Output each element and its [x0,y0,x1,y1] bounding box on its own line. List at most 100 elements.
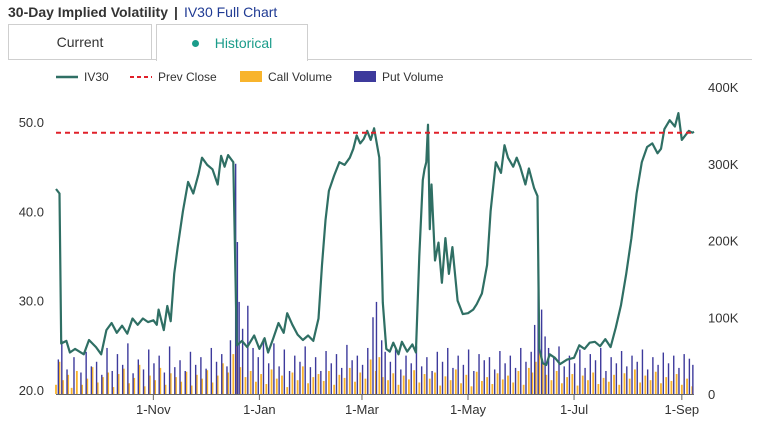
call-volume-bar [143,386,146,394]
put-volume-bar [615,363,618,394]
call-volume-bar [397,384,400,394]
put-volume-bar [631,355,633,394]
put-volume-bar [57,359,60,394]
active-dot-icon [191,39,199,47]
put-volume-bar [600,347,602,394]
put-volume-bar [132,373,134,394]
call-volume-bar [260,374,263,394]
call-volume-bar [255,381,257,394]
put-volume-bar [636,361,638,394]
call-volume-bar [460,383,462,394]
legend-swatch-call-volume [240,71,262,82]
call-volume-bar [81,384,83,394]
put-volume-bar [394,349,397,394]
put-volume-bar [294,355,296,394]
tab-current[interactable]: Current [8,24,152,60]
chart-lines [55,111,695,367]
put-volume-bar [367,347,369,394]
x-tick-label: 1-Mar [345,402,380,417]
call-volume-bar [434,372,436,394]
put-volume-bar [452,367,454,394]
call-volume-bar [117,374,120,394]
call-volume-bar [216,375,219,394]
put-volume-bar [652,357,654,394]
put-volume-bar [341,367,343,394]
call-volume-bar [633,369,636,394]
put-volume-bar [121,364,124,394]
call-volume-bar [206,370,209,394]
call-volume-bar [348,367,351,394]
y-left-tick-label: 30.0 [19,294,44,309]
put-volume-bar [221,354,223,394]
y-right-tick-label: 200K [708,234,739,249]
put-volume-bar [356,355,359,394]
call-volume-bar [112,387,115,394]
put-volume-bar [299,361,301,394]
call-volume-bar [592,372,595,394]
put-volume-bar [389,361,392,394]
put-volume-bar [346,344,348,394]
put-volume-bar [462,364,465,394]
call-volume-bar [133,377,136,394]
call-volume-bar [418,382,421,394]
legend-label-prev-close: Prev Close [158,70,217,84]
put-volume-bar [174,367,176,394]
put-volume-bar [514,367,517,394]
iv30-full-chart-link[interactable]: IV30 Full Chart [183,4,278,20]
put-volume-bar [351,360,353,394]
put-volume-bar [558,346,560,394]
put-volume-bar [426,357,428,394]
call-volume-bar [381,377,384,394]
call-volume-bar [602,377,605,394]
put-volume-bar [573,363,576,394]
call-volume-bar [62,380,64,394]
call-volume-bar [312,377,315,394]
put-volume-bar [488,357,491,394]
put-volume-bar [148,349,150,394]
put-volume-bar [101,374,103,394]
call-volume-bar [618,384,621,394]
put-volume-bar [80,372,82,394]
put-volume-bar [499,351,501,394]
call-volume-bar [566,377,568,394]
call-volume-bar [665,377,668,394]
legend-label-call-volume: Call Volume [268,70,332,84]
put-volume-bar [667,363,670,394]
call-volume-bar [660,383,662,394]
put-volume-bar [273,343,275,394]
y-left-tick-label: 50.0 [19,115,44,130]
call-volume-bar [387,380,389,394]
call-volume-bar [244,377,247,394]
call-volume-bar [449,380,452,394]
put-volume-bar [200,357,202,394]
call-volume-bar [454,369,457,394]
x-tick-label: 1-Sep [664,402,699,417]
call-volume-bar [527,367,530,394]
put-volume-bar [309,367,312,394]
call-volume-bar [670,380,673,394]
put-volume-bar [683,354,685,394]
put-volume-bar [626,366,628,394]
call-volume-bar [185,371,188,394]
put-volume-bar [142,369,145,394]
put-volume-bar [568,355,571,394]
call-volume-bar [359,372,362,394]
call-volume-bar [148,375,151,394]
put-volume-bar [210,347,213,394]
call-volume-bar [465,374,468,394]
put-volume-bar [584,367,586,394]
put-volume-bar [641,349,644,394]
call-volume-bar [538,347,541,394]
put-volume-bar [620,351,623,394]
put-volume-bar [205,368,207,394]
put-volume-bar [688,358,691,394]
put-volume-bar [673,355,675,394]
call-volume-bar [195,374,198,394]
tab-historical[interactable]: Historical [156,24,308,61]
tab-current-label: Current [56,34,104,50]
call-volume-bar [180,381,183,394]
call-volume-bar [522,384,525,394]
put-volume-bar [127,343,129,394]
put-volume-bar [262,338,265,394]
put-volume-bar [431,370,433,394]
